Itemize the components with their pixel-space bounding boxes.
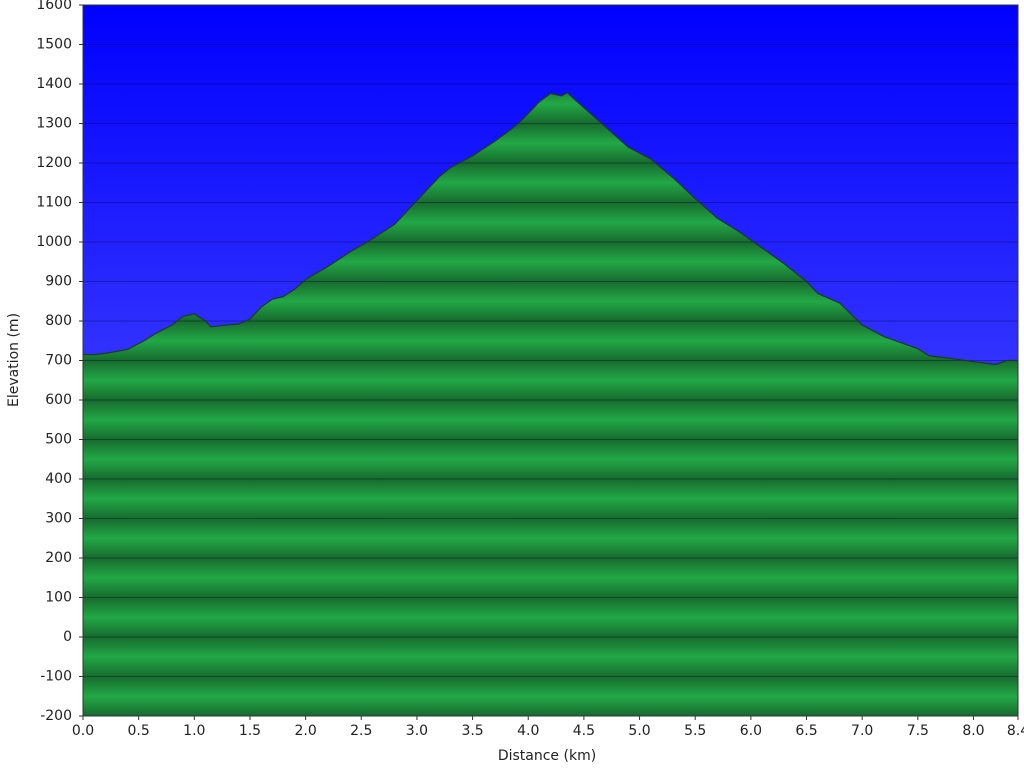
x-tick-label: 5.0 (628, 723, 650, 739)
y-tick-label: 0 (63, 629, 72, 645)
x-tick-label: 2.5 (350, 723, 372, 739)
area-fill (83, 92, 1018, 716)
elevation-line (83, 91, 1018, 366)
x-tick-label: 0.0 (72, 723, 94, 739)
x-tick-label: 8.4 (1007, 723, 1024, 739)
y-tick-label: 300 (45, 511, 72, 527)
y-tick-label: 700 (45, 353, 72, 369)
y-tick-label: 800 (45, 313, 72, 329)
y-tick-label: 900 (45, 274, 72, 290)
y-tick-label: -200 (40, 708, 72, 724)
y-tick-label: 500 (45, 432, 72, 448)
y-tick-label: 100 (45, 590, 72, 606)
y-tick-label: 1600 (36, 0, 72, 13)
x-tick-label: 6.0 (740, 723, 762, 739)
y-tick-label: 1100 (36, 195, 72, 211)
x-tick-label: 3.5 (461, 723, 483, 739)
x-tick-label: 0.5 (128, 723, 150, 739)
x-tick-label: 3.0 (406, 723, 428, 739)
x-tick-label: 2.0 (294, 723, 316, 739)
x-tick-label: 5.5 (684, 723, 706, 739)
x-axis-label: Distance (km) (498, 748, 596, 764)
y-tick-label: 1300 (36, 116, 72, 132)
y-tick-label: 200 (45, 550, 72, 566)
y-tick-label: -100 (40, 669, 72, 685)
plot-frame (82, 4, 1019, 717)
x-tick-label: 1.0 (183, 723, 205, 739)
x-tick-label: 6.5 (795, 723, 817, 739)
x-tick-label: 4.5 (573, 723, 595, 739)
x-tick-label: 7.0 (851, 723, 873, 739)
y-tick-label: 400 (45, 471, 72, 487)
x-tick-label: 4.0 (517, 723, 539, 739)
y-axis-label: Elevation (m) (6, 313, 22, 407)
x-tick-label: 7.5 (907, 723, 929, 739)
y-tick-label: 600 (45, 392, 72, 408)
y-tick-label: 1500 (36, 37, 72, 53)
y-tick-label: 1200 (36, 155, 72, 171)
y-tick-label: 1000 (36, 234, 72, 250)
y-tick-label: 1400 (36, 76, 72, 92)
x-tick-label: 8.0 (962, 723, 984, 739)
x-tick-label: 1.5 (239, 723, 261, 739)
